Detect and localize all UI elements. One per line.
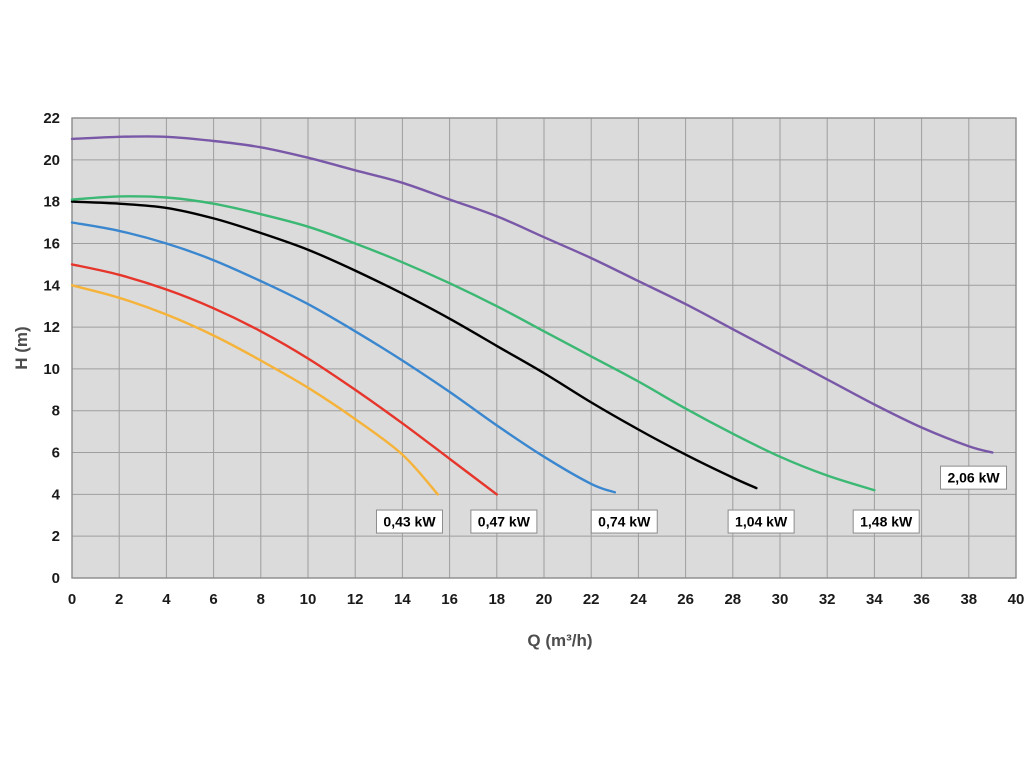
series-label-0-74-kW: 0,74 kW [590, 509, 658, 534]
series-label-0-43-kW: 0,43 kW [375, 509, 443, 534]
series-label-text: 0,74 kW [598, 514, 651, 530]
x-tick-label: 12 [347, 591, 364, 608]
series-label-box [375, 509, 443, 534]
y-tick-label: 0 [52, 570, 60, 587]
y-tick-label: 6 [52, 445, 60, 462]
x-tick-label: 34 [866, 591, 883, 608]
y-tick-label: 22 [43, 110, 60, 127]
series-label-box [940, 465, 1008, 490]
pump-curve-1-04-kW [70, 200, 758, 490]
x-tick-label: 8 [257, 591, 265, 608]
series-label-text: 1,04 kW [735, 514, 788, 530]
x-tick-label: 40 [1008, 591, 1024, 608]
pump-curve-0-43-kW [70, 284, 439, 496]
pump-curve-0-47-kW [70, 263, 498, 496]
series-label-text: 0,43 kW [383, 514, 436, 530]
series-labels: 0,43 kW 0,47 kW 0,74 kW 1,04 kW 1,48 kW 2,06 … [375, 465, 1008, 534]
x-tick-label: 36 [913, 591, 930, 608]
y-tick-label: 2 [52, 528, 60, 545]
gridlines [71, 117, 1017, 579]
x-tick-label: 14 [394, 591, 411, 608]
y-tick-label: 18 [43, 194, 60, 211]
x-tick-label: 0 [68, 591, 76, 608]
x-tick-label: 20 [536, 591, 553, 608]
y-axis-title: H (m) [12, 326, 31, 370]
series-label-0-47-kW: 0,47 kW [470, 509, 538, 534]
plot-border [71, 117, 1017, 579]
y-tick-label: 4 [52, 486, 61, 503]
x-tick-label: 16 [441, 591, 458, 608]
y-tick-label: 16 [43, 235, 60, 252]
series-label-text: 2,06 kW [947, 470, 1000, 486]
x-tick-label: 28 [724, 591, 741, 608]
x-tick-label: 38 [960, 591, 977, 608]
series-label-box [470, 509, 538, 534]
y-tick-label: 12 [43, 319, 60, 336]
series-label-2-06-kW: 2,06 kW [940, 465, 1008, 490]
x-tick-label: 2 [115, 591, 123, 608]
x-axis-title: Q (m³/h) [527, 631, 593, 650]
x-tick-label: 30 [772, 591, 789, 608]
x-tick-label: 22 [583, 591, 600, 608]
x-tick-label: 26 [677, 591, 694, 608]
series-label-text: 1,48 kW [860, 514, 913, 530]
y-tick-label: 20 [43, 152, 60, 169]
series-label-box [727, 509, 795, 534]
x-tick-label: 10 [300, 591, 317, 608]
pump-curve-2-06-kW [70, 135, 994, 454]
x-tick-label: 32 [819, 591, 836, 608]
series-label-box [590, 509, 658, 534]
x-tick-label: 24 [630, 591, 647, 608]
x-tick-label: 6 [209, 591, 217, 608]
pump-curves [70, 135, 994, 496]
series-label-text: 0,47 kW [478, 514, 531, 530]
y-tick-label: 14 [43, 277, 60, 294]
y-tick-label: 10 [43, 361, 60, 378]
x-tick-label: 18 [488, 591, 505, 608]
pump-curve-0-74-kW [70, 221, 616, 494]
y-tick-label: 8 [52, 403, 60, 420]
series-label-1-48-kW: 1,48 kW [852, 509, 920, 534]
x-tick-label: 4 [162, 591, 171, 608]
series-label-box [852, 509, 920, 534]
series-label-1-04-kW: 1,04 kW [727, 509, 795, 534]
tick-labels: 0 2 4 6 8 10 12 14 16 18 20 22 24 26 28 30 32 34 36 38 40024… [43, 110, 1024, 608]
pump-curve-1-48-kW [70, 195, 876, 492]
